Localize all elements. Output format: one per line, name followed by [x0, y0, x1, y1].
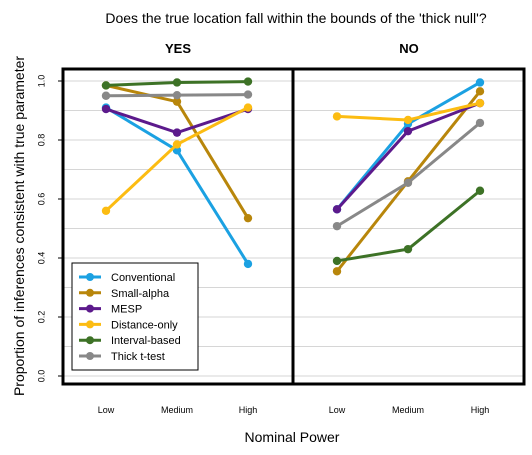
- legend-label: Distance-only: [111, 319, 178, 331]
- data-point: [403, 178, 413, 187]
- data-point: [475, 118, 485, 128]
- legend-label: Interval-based: [111, 335, 181, 347]
- data-point: [403, 115, 413, 125]
- y-axis-label: Proportion of inferences consistent with…: [11, 56, 27, 396]
- x-tick-label: Medium: [392, 405, 424, 415]
- y-tick-label: 0.4: [36, 252, 46, 265]
- legend-label: Conventional: [111, 272, 175, 284]
- panel-title-no: NO: [399, 41, 419, 56]
- legend-label: MESP: [111, 304, 142, 316]
- x-axis-label: Nominal Power: [245, 429, 340, 445]
- x-tick-label: High: [471, 405, 490, 415]
- data-point: [101, 91, 111, 100]
- data-point: [243, 213, 253, 223]
- data-point: [172, 140, 182, 149]
- y-tick-label: 0.8: [36, 134, 46, 147]
- legend-marker: [86, 336, 94, 345]
- data-point: [172, 97, 182, 106]
- y-tick-label: 0.0: [36, 370, 46, 383]
- data-point: [101, 81, 111, 90]
- legend: Conventional Small-alpha MESP Distance-only…: [71, 262, 199, 371]
- legend-marker: [86, 273, 94, 281]
- data-point: [172, 128, 182, 137]
- x-tick-label: Medium: [161, 405, 193, 415]
- y-tick-label: 0.2: [36, 311, 46, 324]
- legend-label: Small-alpha: [111, 288, 170, 300]
- data-point: [475, 87, 485, 96]
- data-point: [475, 78, 485, 87]
- data-point: [172, 78, 182, 87]
- y-tick-label: 0.6: [36, 193, 46, 206]
- panel-title-yes: YES: [165, 41, 191, 56]
- data-point: [101, 206, 111, 215]
- data-point: [332, 112, 342, 121]
- series-line: [335, 81, 481, 211]
- data-point: [332, 267, 342, 276]
- y-tick-label: 1.0: [36, 75, 46, 88]
- data-point: [332, 205, 342, 214]
- data-point: [403, 244, 413, 254]
- data-point: [332, 221, 342, 231]
- legend-label: Thick t-test: [111, 351, 165, 363]
- chart-title: Does the true location fall within the b…: [105, 10, 486, 26]
- data-point: [172, 90, 182, 100]
- legend-marker: [86, 304, 94, 313]
- legend-marker: [86, 352, 94, 360]
- data-point: [243, 259, 253, 269]
- series-line: [336, 121, 481, 228]
- legend-marker: [86, 288, 94, 297]
- x-tick-label: Low: [329, 405, 346, 415]
- legend-box: [71, 262, 199, 371]
- data-point: [101, 104, 111, 114]
- data-point: [475, 186, 485, 195]
- data-point: [475, 98, 485, 108]
- x-tick-label: Low: [98, 405, 115, 415]
- data-point: [332, 256, 342, 266]
- legend-marker: [86, 320, 94, 329]
- data-point: [403, 126, 413, 136]
- data-point: [243, 77, 253, 86]
- x-tick-label: High: [239, 405, 258, 415]
- data-point: [243, 90, 253, 99]
- data-point: [243, 103, 253, 112]
- series-line: [104, 106, 249, 212]
